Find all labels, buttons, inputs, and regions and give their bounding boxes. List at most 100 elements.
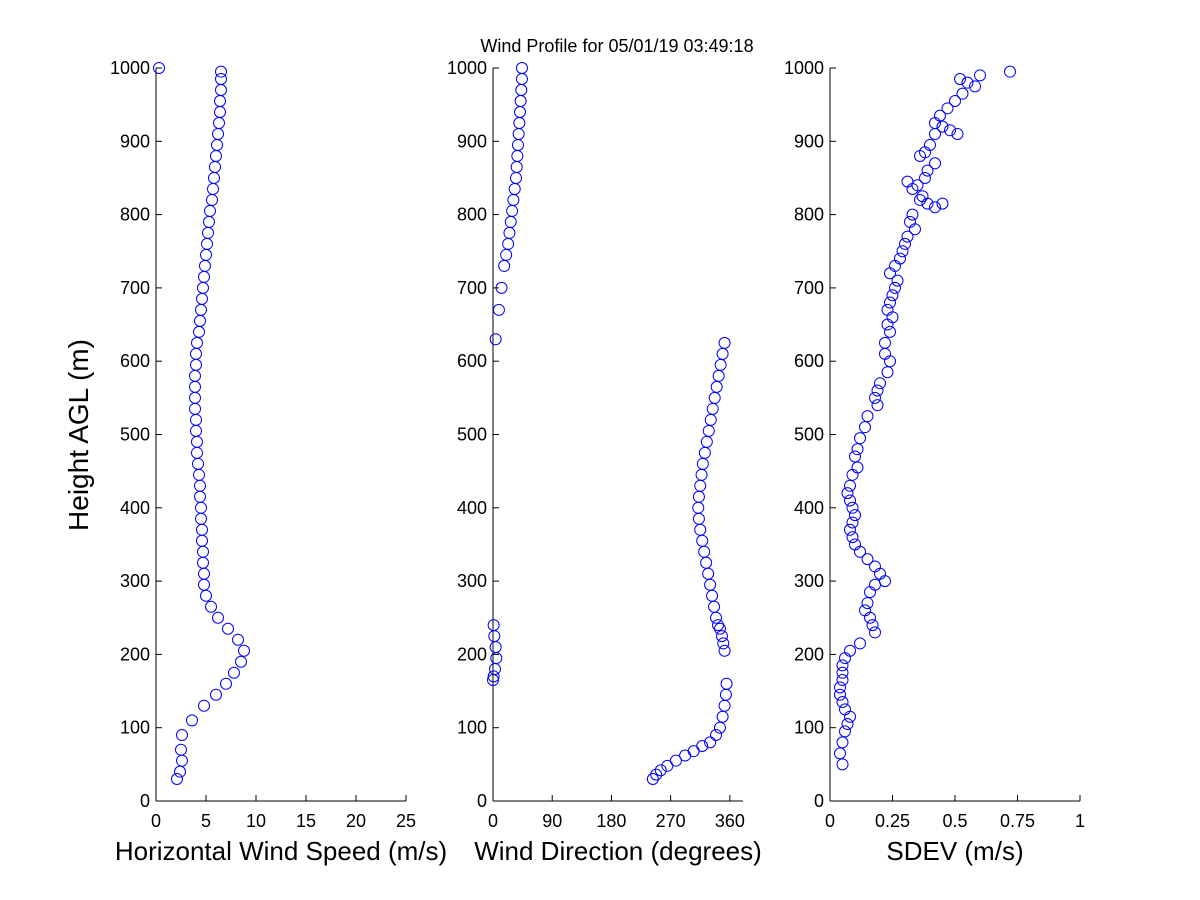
speed-y-tick-label: 400 xyxy=(120,498,150,518)
sdev-data-point xyxy=(844,644,856,657)
sdev-data-point xyxy=(854,545,866,558)
direction-y-tick-label: 300 xyxy=(457,571,487,591)
direction-data-point xyxy=(512,138,524,151)
sdev-data-point xyxy=(909,223,921,236)
direction-data-point xyxy=(708,391,721,404)
sdev-y-tick-label: 0 xyxy=(814,791,824,811)
direction-data-point xyxy=(507,193,520,206)
speed-data-point xyxy=(232,633,244,646)
direction-data-point xyxy=(720,677,733,690)
sdev-data-point xyxy=(924,138,936,151)
direction-data-point xyxy=(669,754,682,767)
direction-data-point xyxy=(508,182,521,195)
sdev-data-point xyxy=(881,366,894,379)
speed-data-point xyxy=(210,688,222,701)
sdev-data-point xyxy=(919,171,931,184)
sdev-data-point xyxy=(864,586,876,599)
sdev-data-point xyxy=(899,237,911,250)
direction-data-point xyxy=(716,710,729,723)
sdev-data-point xyxy=(914,193,926,206)
direction-data-point xyxy=(710,611,723,624)
speed-data-point xyxy=(194,314,206,327)
direction-data-point xyxy=(694,479,707,492)
speed-data-point xyxy=(191,435,203,448)
sdev-data-point xyxy=(844,494,856,507)
sdev-y-tick-label: 1000 xyxy=(784,58,824,78)
direction-data-point xyxy=(719,688,732,701)
direction-data-point xyxy=(687,745,700,758)
direction-y-tick-label: 700 xyxy=(457,278,487,298)
direction-data-point xyxy=(713,721,726,734)
speed-data-point xyxy=(195,303,207,316)
speed-data-point xyxy=(238,644,250,657)
sdev-data-point xyxy=(846,516,859,529)
speed-data-point xyxy=(189,391,201,404)
speed-data-point xyxy=(202,226,214,239)
speed-data-point xyxy=(200,248,212,261)
direction-data-point xyxy=(692,512,705,525)
speed-data-point xyxy=(190,347,202,360)
sdev-data-point xyxy=(834,688,846,701)
sdev-data-point xyxy=(836,674,849,687)
speed-y-tick-label: 700 xyxy=(120,278,150,298)
sdev-data-point xyxy=(836,696,849,709)
sdev-data-point xyxy=(879,336,891,349)
speed-data-point xyxy=(176,729,188,742)
direction-data-point xyxy=(696,457,709,470)
speed-x-axis-label: Horizontal Wind Speed (m/s) xyxy=(115,836,447,866)
speed-y-tick-label: 500 xyxy=(120,425,150,445)
sdev-panel: 0 100 200 300 400 500 600 700 800 900 1000 0 0.25 0.5… xyxy=(784,58,1085,866)
speed-data-point xyxy=(175,743,187,756)
speed-y-tick-label: 300 xyxy=(120,571,150,591)
sdev-data-point xyxy=(859,421,871,434)
direction-data-point xyxy=(503,226,516,239)
direction-data-point xyxy=(713,622,726,635)
sdev-data-point xyxy=(929,127,941,140)
speed-data-point xyxy=(222,622,234,635)
direction-data-point xyxy=(515,83,528,96)
sdev-y-tick-label: 400 xyxy=(794,498,824,518)
sdev-data-point xyxy=(879,575,891,588)
direction-data-point xyxy=(500,248,513,261)
speed-x-tick-label: 5 xyxy=(201,811,211,831)
speed-data-point xyxy=(214,94,226,107)
sdev-data-point xyxy=(914,149,926,162)
sdev-data-point xyxy=(884,325,896,338)
sdev-data-point xyxy=(901,230,914,243)
sdev-data-point xyxy=(836,659,849,672)
speed-data-point xyxy=(189,380,201,393)
speed-x-tick-label: 15 xyxy=(296,811,316,831)
speed-data-point xyxy=(220,677,232,690)
direction-data-point xyxy=(700,556,713,569)
direction-data-point xyxy=(502,237,515,250)
speed-data-point xyxy=(215,83,227,96)
direction-data-point xyxy=(692,501,705,514)
speed-data-point xyxy=(206,193,218,206)
speed-y-tick-label: 800 xyxy=(120,205,150,225)
sdev-data-point xyxy=(839,703,851,716)
direction-data-point xyxy=(646,773,659,786)
speed-data-point xyxy=(200,589,212,602)
speed-y-tick-label: 100 xyxy=(120,718,150,738)
direction-data-point xyxy=(704,736,717,749)
speed-data-point xyxy=(192,457,204,470)
sdev-y-tick-label: 800 xyxy=(794,205,824,225)
sdev-data-point xyxy=(834,747,846,760)
sdev-data-point xyxy=(886,311,899,324)
direction-data-point xyxy=(488,663,501,676)
speed-data-point xyxy=(153,62,165,74)
sdev-data-point xyxy=(879,347,891,360)
sdev-data-point xyxy=(954,72,966,85)
speed-data-point xyxy=(196,523,208,536)
speed-data-point xyxy=(215,65,227,78)
speed-y-tick-label: 900 xyxy=(120,131,150,151)
speed-data-point xyxy=(205,600,217,613)
speed-data-point xyxy=(215,72,227,85)
speed-data-point xyxy=(212,611,224,624)
direction-y-tick-label: 0 xyxy=(477,791,487,811)
sdev-data-point xyxy=(881,303,894,316)
speed-data-point xyxy=(189,369,201,382)
sdev-data-point xyxy=(969,80,981,93)
direction-data-point xyxy=(708,600,721,613)
direction-data-point xyxy=(487,619,500,632)
